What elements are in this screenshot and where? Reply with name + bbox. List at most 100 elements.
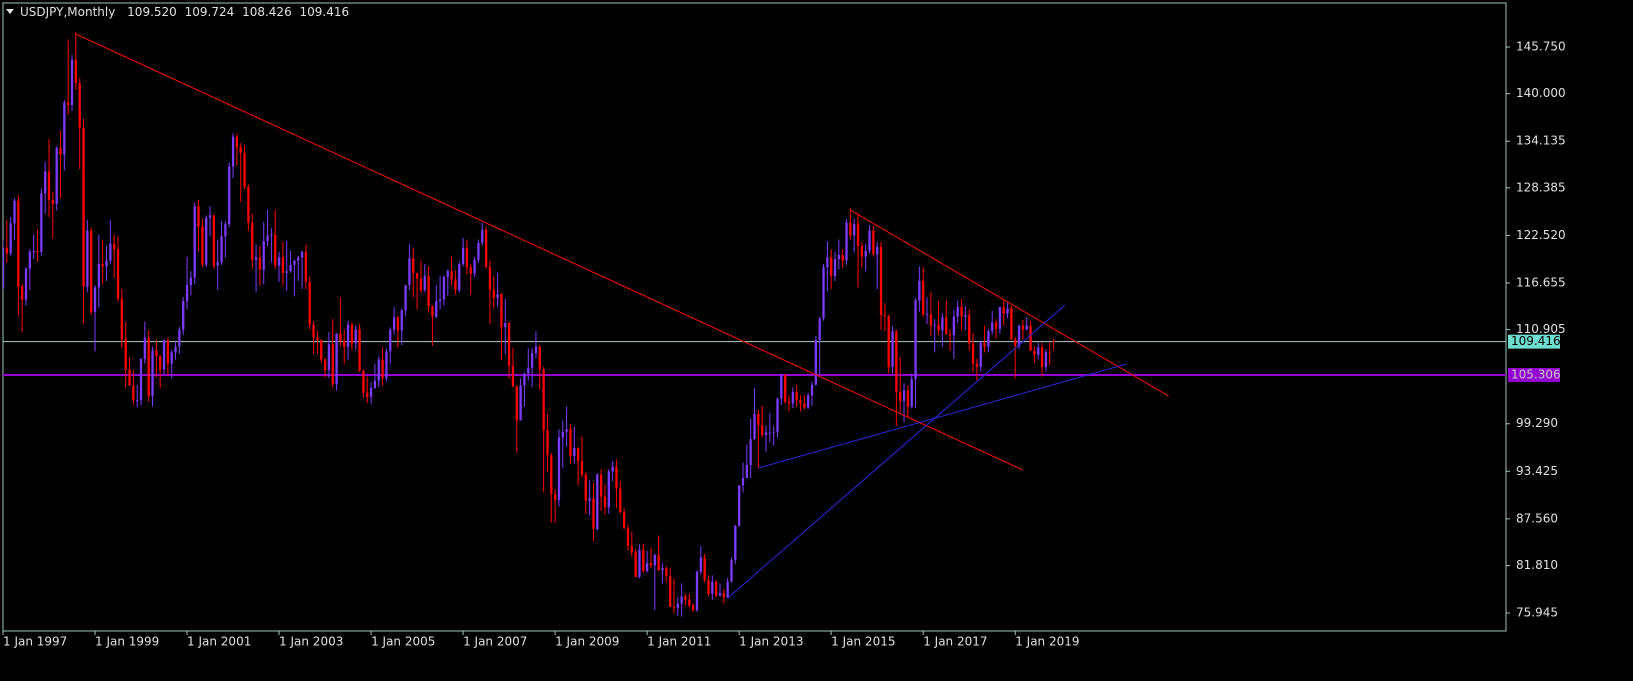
candle-body bbox=[266, 235, 269, 242]
candle-body bbox=[925, 314, 929, 316]
x-tick-label: 1 Jan 2009 bbox=[555, 635, 619, 649]
price-label-box bbox=[1508, 367, 1560, 382]
candle-body bbox=[124, 339, 127, 370]
menu-triangle[interactable] bbox=[6, 9, 14, 14]
candle-body bbox=[17, 200, 20, 287]
candle-body bbox=[281, 257, 285, 273]
candle-body bbox=[630, 546, 633, 552]
candle-body bbox=[454, 279, 457, 290]
candle-body bbox=[205, 217, 208, 265]
candle-body bbox=[120, 298, 124, 340]
candle-body bbox=[151, 350, 154, 397]
candle-body bbox=[1048, 352, 1051, 354]
candle-body bbox=[228, 166, 231, 225]
candle-body bbox=[431, 306, 434, 317]
candle-body bbox=[492, 289, 495, 298]
candle-body bbox=[661, 567, 664, 571]
candle-body bbox=[668, 576, 672, 607]
candle-body bbox=[527, 367, 530, 374]
candle-body bbox=[872, 230, 875, 255]
candle-body bbox=[546, 430, 549, 456]
candle-body bbox=[945, 317, 948, 335]
candle-body bbox=[461, 247, 465, 264]
candle-body bbox=[787, 401, 791, 404]
candle-body bbox=[511, 366, 515, 387]
candle-body bbox=[649, 563, 653, 566]
candle-body bbox=[481, 229, 484, 243]
candle-body bbox=[534, 346, 538, 354]
y-tick-label: 116.655 bbox=[1516, 275, 1566, 289]
candle-body bbox=[90, 230, 93, 312]
candle-body bbox=[776, 398, 779, 432]
candle-body bbox=[166, 340, 170, 364]
candle-body bbox=[78, 83, 81, 128]
candle-body bbox=[335, 333, 338, 384]
candle-body bbox=[350, 324, 354, 344]
candle-body bbox=[523, 373, 526, 386]
candle-body bbox=[1040, 347, 1044, 367]
candle-body bbox=[695, 572, 699, 611]
price-label-box bbox=[1508, 334, 1560, 349]
candle-body bbox=[231, 136, 235, 167]
candle-body bbox=[496, 293, 499, 298]
candle-body bbox=[450, 271, 453, 280]
y-tick-label: 122.520 bbox=[1516, 228, 1566, 242]
candle-body bbox=[201, 226, 204, 265]
candle-body bbox=[415, 272, 419, 279]
candle-body bbox=[369, 387, 373, 397]
candle-body bbox=[761, 425, 764, 436]
candle-body bbox=[607, 471, 610, 508]
candle-body bbox=[469, 267, 472, 274]
candle-body bbox=[74, 59, 77, 84]
candle-body bbox=[289, 264, 292, 272]
candle-body bbox=[212, 215, 216, 266]
candle-body bbox=[101, 263, 104, 267]
candle-body bbox=[116, 249, 120, 299]
candle-body bbox=[734, 525, 737, 560]
candle-body bbox=[914, 300, 917, 380]
candle-body bbox=[715, 581, 718, 596]
candle-body bbox=[983, 342, 986, 347]
candle-body bbox=[484, 229, 488, 268]
candle-body bbox=[833, 259, 837, 277]
candle-body bbox=[622, 512, 626, 529]
candle-body bbox=[47, 171, 51, 200]
candle-body bbox=[389, 329, 392, 352]
candle-body bbox=[818, 318, 821, 341]
candle-body bbox=[906, 390, 910, 407]
candle-body bbox=[726, 581, 729, 598]
candle-body bbox=[423, 276, 426, 290]
candle-body bbox=[979, 342, 982, 367]
candle-body bbox=[500, 293, 503, 328]
candle-body bbox=[676, 603, 679, 608]
y-tick-label: 128.385 bbox=[1516, 180, 1566, 194]
candle-body bbox=[40, 193, 43, 252]
candle-body bbox=[293, 260, 296, 265]
candle-body bbox=[948, 334, 952, 336]
candle-body bbox=[784, 375, 787, 402]
candle-body bbox=[193, 206, 196, 278]
candle-body bbox=[542, 369, 545, 431]
candle-body bbox=[603, 496, 607, 508]
candle-body bbox=[312, 324, 315, 338]
candle-body bbox=[987, 331, 990, 347]
candle-body bbox=[918, 280, 921, 301]
plot-area bbox=[3, 32, 1506, 617]
y-tick-label: 93.425 bbox=[1516, 464, 1558, 478]
candle-body bbox=[128, 369, 131, 386]
candle-body bbox=[504, 323, 507, 328]
candle-body bbox=[876, 246, 879, 255]
y-tick-label: 134.135 bbox=[1516, 134, 1566, 148]
candle-body bbox=[251, 222, 254, 260]
candle-body bbox=[891, 331, 894, 367]
candle-body bbox=[768, 432, 771, 434]
candle-body bbox=[44, 171, 47, 194]
candle-body bbox=[21, 286, 24, 300]
candle-body bbox=[864, 250, 867, 257]
candle-body bbox=[323, 359, 327, 371]
candle-body bbox=[530, 353, 534, 368]
candle-body bbox=[412, 258, 415, 273]
candle-body bbox=[136, 400, 139, 402]
